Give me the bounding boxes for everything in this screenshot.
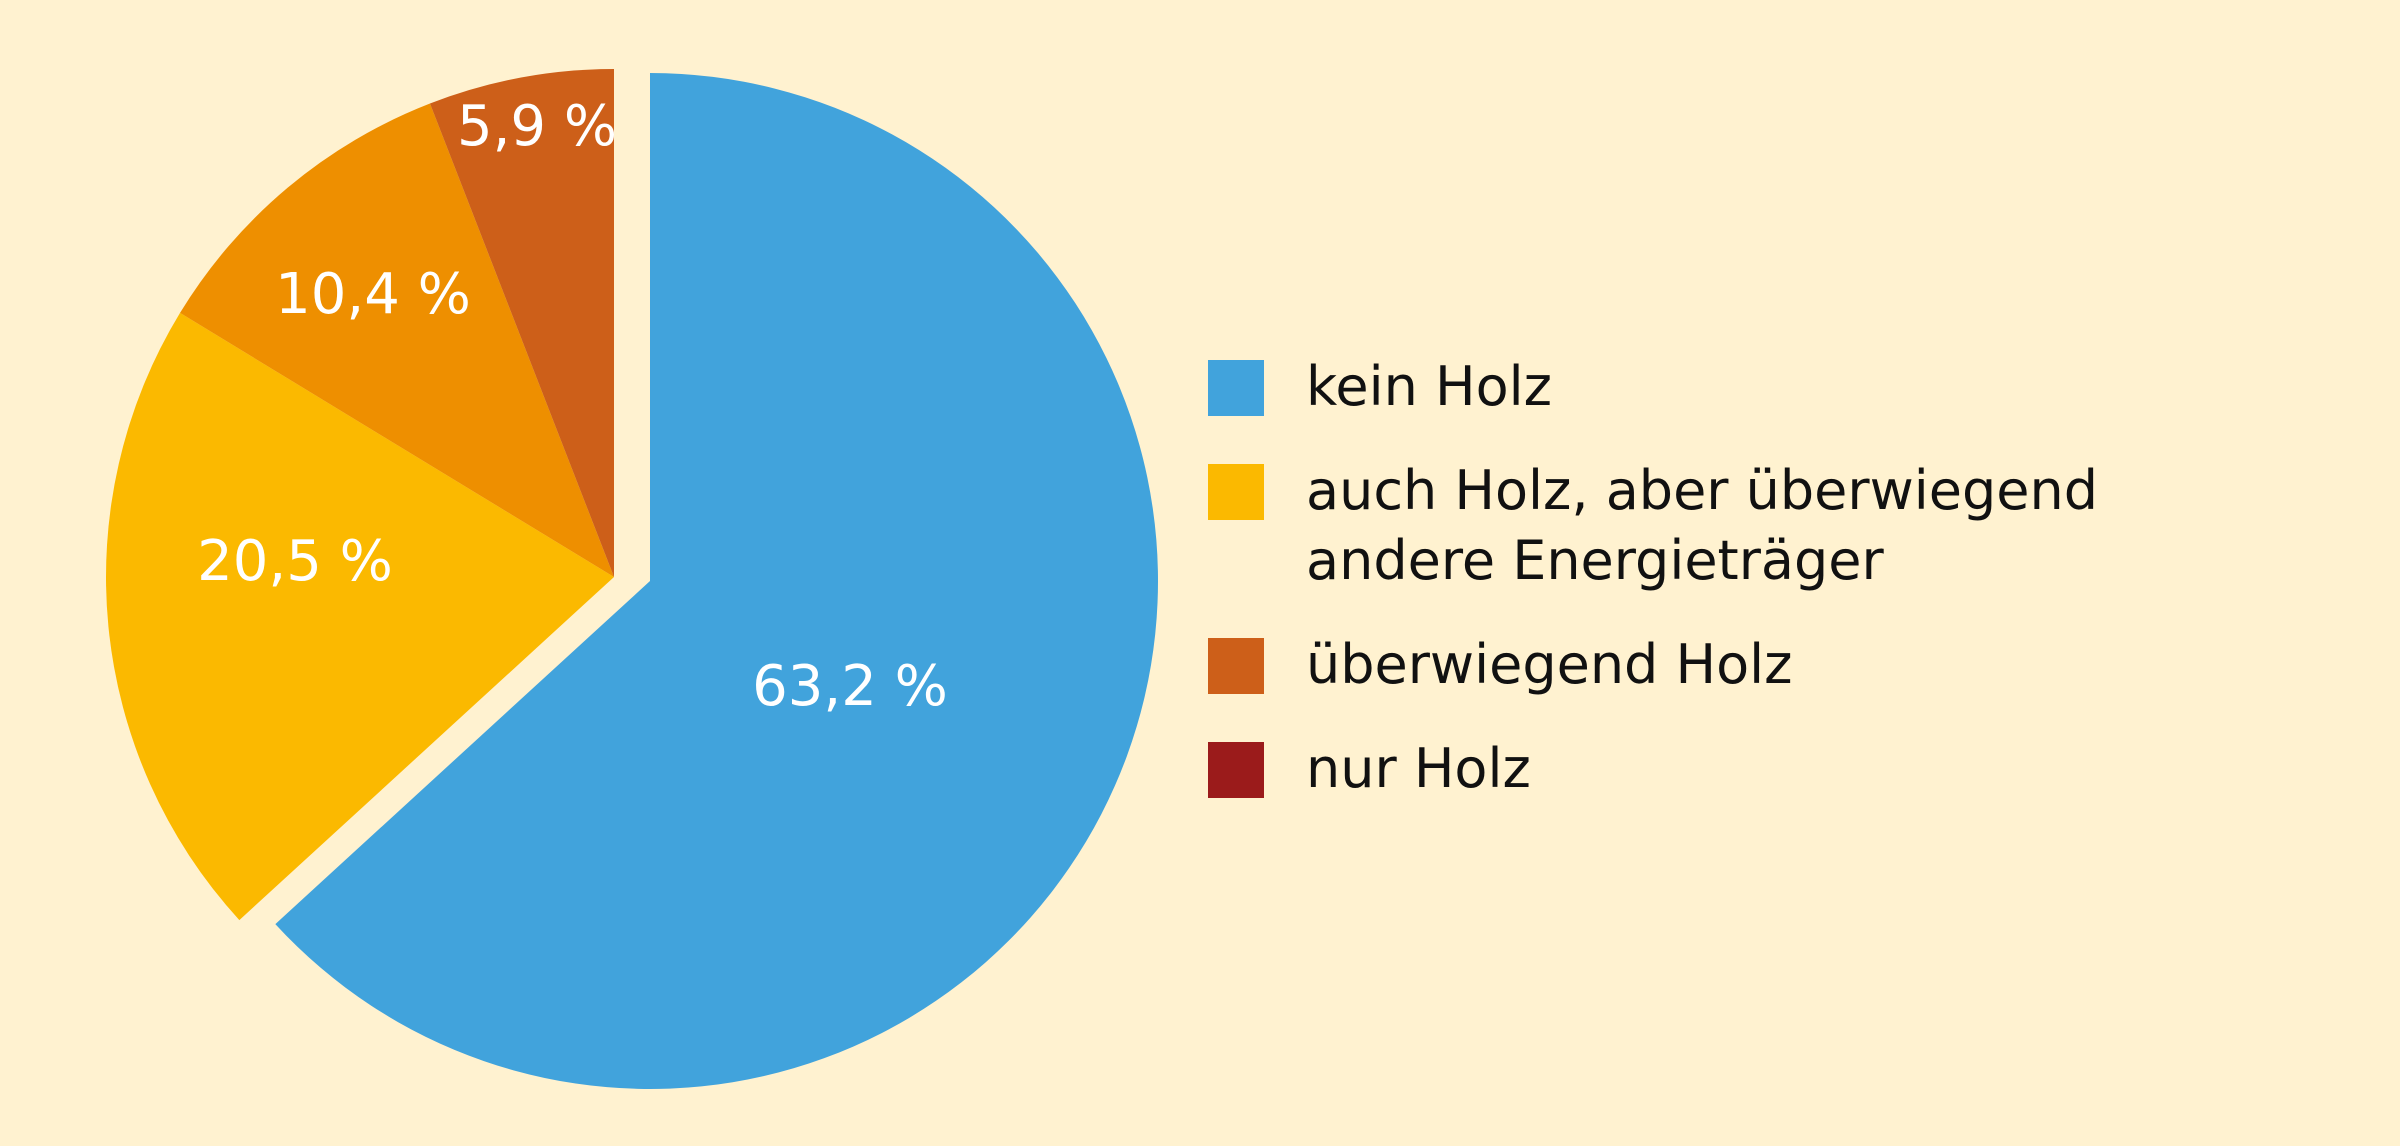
legend: kein Holz auch Holz, aber überwiegend ande… — [1208, 355, 2098, 800]
legend-swatch — [1208, 638, 1264, 694]
pie-slice-ueberwiegend-holz — [180, 103, 614, 577]
legend-item-ueberwiegend-holz: überwiegend Holz — [1208, 633, 1792, 696]
value-label-nur-holz: 5,9 % — [457, 94, 617, 159]
pie-slice-kein-holz — [275, 73, 1159, 1089]
value-label-auch-holz-aber-ueberwiegend-andere-energietraeger: 20,5 % — [197, 529, 393, 594]
legend-label: kein Holz — [1306, 355, 1552, 418]
legend-label: auch Holz, aber überwiegend — [1306, 459, 2098, 522]
legend-label: nur Holz — [1306, 737, 1531, 800]
legend-item-auch-holz-aber-ueberwiegend-andere-energietraeger: auch Holz, aber überwiegend andere Energi… — [1208, 459, 2098, 592]
legend-item-nur-holz: nur Holz — [1208, 737, 1531, 800]
pie-slice-nur-holz — [429, 69, 614, 577]
pie-slice-auch-holz-aber-ueberwiegend-andere-energietraeger — [106, 312, 614, 921]
value-label-kein-holz: 63,2 % — [752, 654, 948, 719]
legend-swatch — [1208, 742, 1264, 798]
legend-label: überwiegend Holz — [1306, 633, 1792, 696]
pie-value-labels: 63,2 % 20,5 % 10,4 % 5,9 % — [197, 94, 948, 719]
legend-item-kein-holz: kein Holz — [1208, 355, 1552, 418]
pie-slices — [106, 69, 1159, 1089]
legend-label: andere Energieträger — [1306, 529, 1885, 592]
legend-swatch — [1208, 464, 1264, 520]
legend-swatch — [1208, 360, 1264, 416]
value-label-ueberwiegend-holz: 10,4 % — [275, 262, 471, 327]
